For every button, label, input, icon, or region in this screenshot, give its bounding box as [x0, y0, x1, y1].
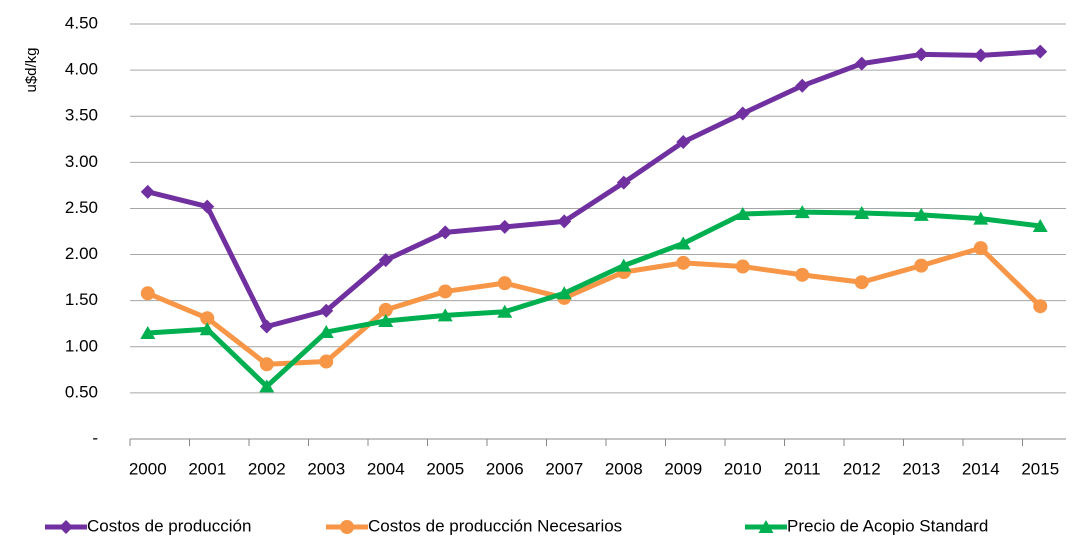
marker — [378, 302, 393, 317]
y-tick-label: - — [92, 428, 98, 447]
x-tick-label: 2002 — [248, 459, 286, 478]
marker — [676, 255, 691, 270]
y-tick-label: 2.50 — [65, 198, 98, 217]
marker — [497, 219, 512, 234]
x-tick-label: 2009 — [664, 459, 702, 478]
marker — [59, 520, 73, 534]
marker — [140, 325, 156, 339]
marker — [200, 199, 215, 214]
legend-label: Costos de producción — [87, 516, 251, 535]
x-tick-label: 2004 — [367, 459, 405, 478]
marker — [914, 258, 929, 273]
marker — [557, 214, 572, 229]
marker — [795, 78, 810, 93]
y-tick-label: 1.00 — [65, 336, 98, 355]
marker — [497, 276, 512, 291]
legend-label: Precio de Acopio Standard — [787, 516, 988, 535]
marker — [199, 322, 215, 336]
marker — [616, 175, 631, 190]
x-tick-label: 2007 — [545, 459, 583, 478]
marker — [497, 304, 513, 318]
marker — [794, 205, 810, 219]
legend-label: Costos de producción Necesarios — [368, 516, 622, 535]
marker — [1033, 299, 1048, 314]
marker — [319, 354, 334, 369]
marker — [259, 379, 275, 393]
marker — [735, 259, 750, 274]
marker — [259, 319, 274, 334]
marker — [1033, 44, 1048, 59]
marker — [378, 253, 393, 268]
marker — [318, 325, 334, 339]
marker — [616, 258, 632, 272]
x-tick-label: 2013 — [902, 459, 940, 478]
y-tick-label: 3.50 — [65, 106, 98, 125]
y-axis-label: u$d/kg — [23, 47, 40, 92]
series-line — [146, 245, 1042, 367]
y-tick-label: 0.50 — [65, 382, 98, 401]
x-tick-label: 2015 — [1021, 459, 1059, 478]
x-tick-label: 2010 — [724, 459, 762, 478]
marker — [676, 135, 691, 150]
marker — [854, 206, 870, 220]
marker — [913, 207, 929, 221]
marker — [556, 286, 572, 300]
marker — [735, 106, 750, 121]
x-tick-label: 2006 — [486, 459, 524, 478]
marker — [675, 236, 691, 250]
x-tick-label: 2012 — [843, 459, 881, 478]
x-tick-label: 2011 — [784, 459, 821, 478]
x-tick-label: 2005 — [426, 459, 464, 478]
y-tick-label: 4.50 — [65, 13, 98, 32]
marker — [973, 211, 989, 225]
marker — [973, 48, 988, 63]
y-tick-label: 1.50 — [65, 290, 98, 309]
marker — [438, 225, 453, 240]
y-tick-label: 3.00 — [65, 152, 98, 171]
y-tick-label: 4.00 — [65, 60, 98, 79]
marker — [340, 520, 354, 534]
x-tick-label: 2008 — [605, 459, 643, 478]
marker — [437, 308, 453, 322]
marker — [200, 311, 215, 326]
marker — [854, 56, 869, 71]
marker — [319, 303, 334, 318]
marker — [758, 520, 774, 533]
marker — [914, 47, 929, 62]
series-line — [147, 49, 1041, 329]
y-tick-label: 2.00 — [65, 244, 98, 263]
marker — [140, 286, 155, 301]
x-tick-label: 2014 — [962, 459, 1000, 478]
marker — [973, 241, 988, 256]
marker — [438, 284, 453, 299]
marker — [378, 313, 394, 327]
marker — [1032, 218, 1048, 232]
series-line — [147, 209, 1041, 389]
x-tick-label: 2003 — [307, 459, 345, 478]
marker — [854, 275, 869, 290]
marker — [140, 184, 155, 199]
marker — [795, 267, 810, 282]
marker — [735, 206, 751, 220]
marker — [259, 357, 274, 372]
x-tick-label: 2001 — [188, 459, 226, 478]
x-tick-label: 2000 — [129, 459, 167, 478]
